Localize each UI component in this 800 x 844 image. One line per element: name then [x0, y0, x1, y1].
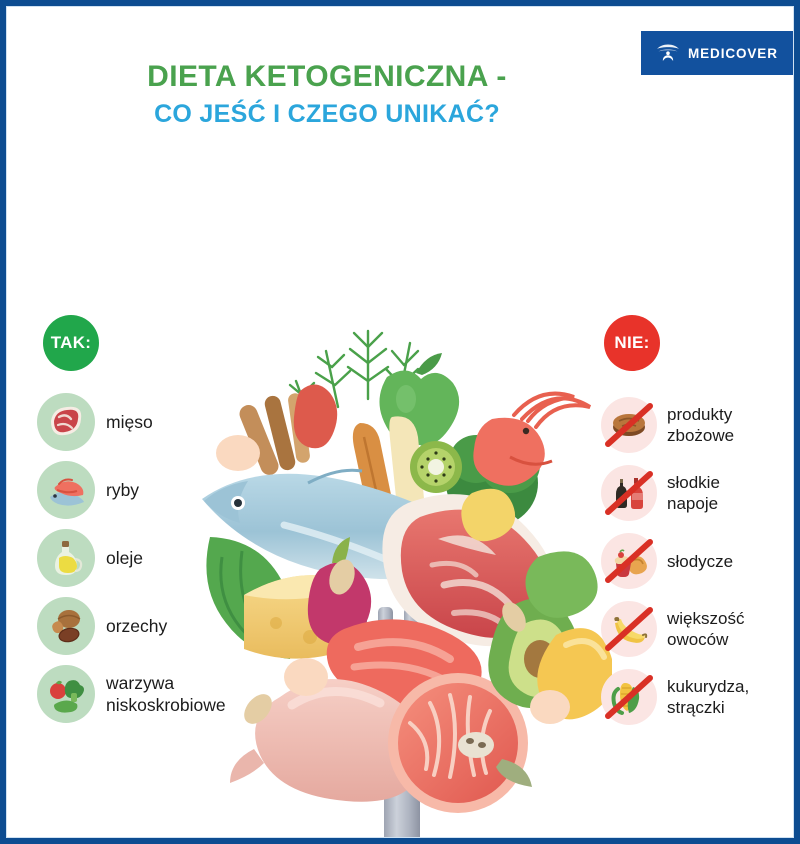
title-line-1: DIETA KETOGENICZNA -	[147, 60, 507, 93]
list-item-label: mięso	[106, 412, 153, 432]
shrimp-shape	[473, 391, 592, 486]
list-item[interactable]: kukurydza, strączki	[601, 667, 793, 727]
list-item-label: oleje	[106, 548, 143, 568]
pepper-shape	[293, 384, 338, 449]
badge-yes-label: TAK:	[50, 333, 92, 352]
kiwi-shape	[410, 441, 462, 493]
list-item-label: słodycze	[667, 551, 734, 571]
zucchini-shape	[525, 551, 598, 618]
corn-legumes-icon	[601, 669, 657, 725]
no-list: produkty zbożowe słodkie napoje	[601, 395, 793, 735]
egg-shape	[530, 690, 570, 724]
fork-with-keto-food-pile	[192, 307, 615, 837]
chicken-shape	[230, 678, 427, 802]
medicover-bird-icon	[655, 40, 681, 66]
yes-list: mięso ryby	[37, 393, 287, 733]
nuts-icon	[37, 597, 95, 655]
badge-yes: TAK:	[43, 315, 99, 371]
list-item[interactable]: warzywa niskoskrobiowe	[37, 665, 287, 723]
fish-shrimp-icon	[37, 461, 95, 519]
list-item-label: orzechy	[106, 616, 168, 636]
title-line-2: CO JEŚĆ I CZEGO UNIKAĆ?	[154, 100, 500, 128]
list-item[interactable]: orzechy	[37, 597, 287, 655]
egg-shape	[216, 435, 260, 471]
corn-kernel-shape	[461, 488, 516, 542]
logo-wordmark: MEDICOVER	[688, 45, 778, 61]
list-item[interactable]: ryby	[37, 461, 287, 519]
sweets-cupcake-croissant-icon	[601, 533, 657, 589]
soda-bottles-icon	[601, 465, 657, 521]
list-item[interactable]: słodkie napoje	[601, 463, 793, 523]
badge-no-label: NIE:	[614, 333, 650, 352]
list-item-label: produkty zbożowe	[667, 405, 735, 445]
meat-steak-icon	[37, 393, 95, 451]
badge-no: NIE:	[604, 315, 660, 371]
list-item[interactable]: mięso	[37, 393, 287, 451]
list-item[interactable]: większość owoców	[601, 599, 793, 659]
bread-loaf-icon	[601, 397, 657, 453]
egg-shape	[284, 658, 328, 696]
page-title: DIETA KETOGENICZNA - CO JEŚĆ I CZEGO UNI…	[7, 59, 647, 131]
vegetables-icon	[37, 665, 95, 723]
list-item[interactable]: oleje	[37, 529, 287, 587]
oil-bottle-icon	[37, 529, 95, 587]
list-item-label: większość owoców	[667, 609, 745, 649]
list-item-label: warzywa niskoskrobiowe	[106, 673, 226, 715]
bananas-icon	[601, 601, 657, 657]
medicover-logo: MEDICOVER	[641, 31, 793, 75]
infographic-frame: MEDICOVER DIETA KETOGENICZNA - CO JEŚĆ I…	[7, 7, 793, 837]
list-item-label: słodkie napoje	[667, 473, 720, 513]
beet-shape	[307, 537, 372, 645]
salmon-steak-shape	[388, 673, 532, 813]
list-item[interactable]: produkty zbożowe	[601, 395, 793, 455]
list-item-label: ryby	[106, 480, 140, 500]
list-item[interactable]: słodycze	[601, 531, 793, 591]
list-item-label: kukurydza, strączki	[667, 677, 750, 717]
